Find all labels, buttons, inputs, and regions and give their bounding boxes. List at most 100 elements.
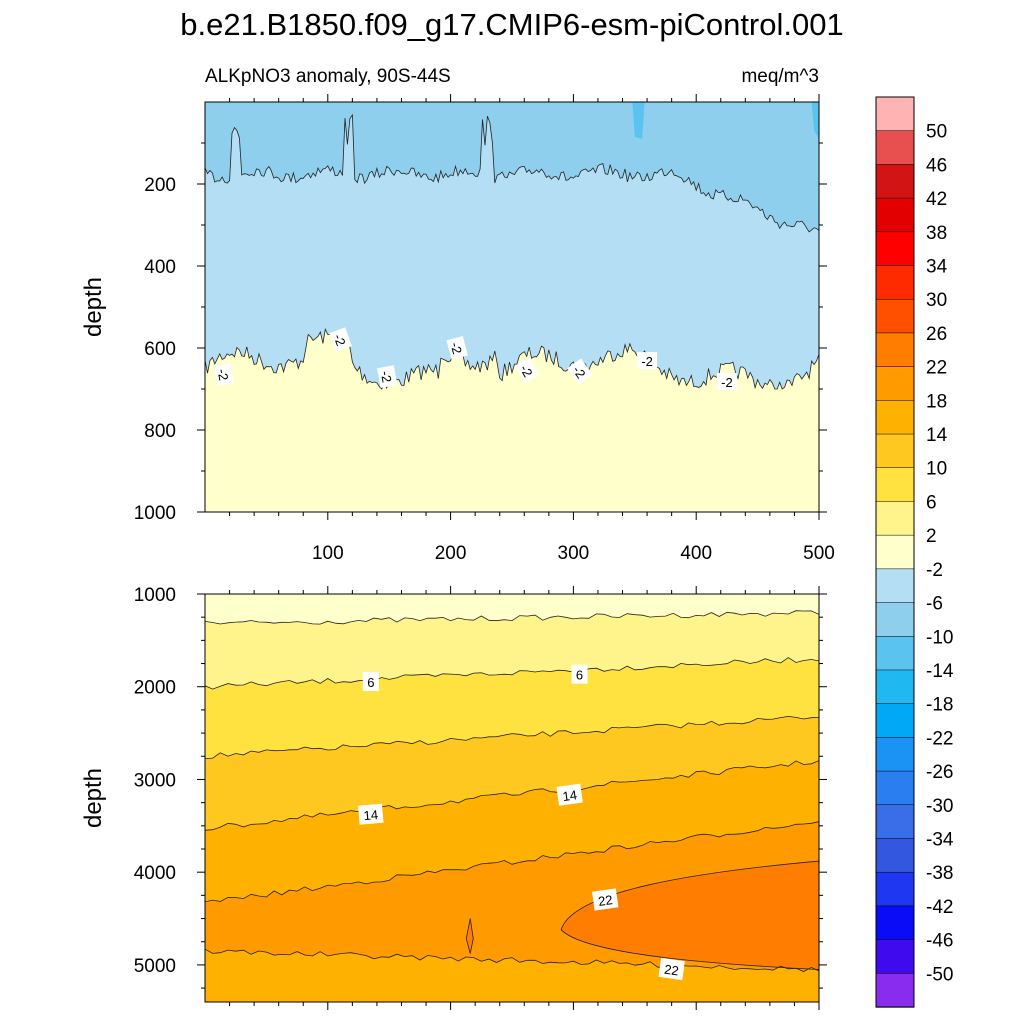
upper-xtick-label: 100 (312, 543, 344, 564)
colorbar-label: 50 (926, 122, 947, 143)
colorbar-swatch (875, 973, 915, 1008)
upper-contour-label: -2 (716, 373, 737, 390)
svg-text:-2: -2 (721, 375, 733, 390)
upper-contour-label: -2 (446, 336, 468, 360)
colorbar-label: -6 (926, 594, 943, 615)
colorbar-swatch (875, 804, 915, 840)
svg-text:-2: -2 (215, 368, 232, 382)
svg-text:6: 6 (367, 675, 374, 690)
upper-contour-label: -2 (514, 357, 540, 384)
chart-title: b.e21.B1850.f09_g17.CMIP6-esm-piControl.… (180, 7, 843, 42)
colorbar-swatch (875, 130, 915, 166)
colorbar-swatch (875, 231, 915, 267)
colorbar-label: 14 (926, 425, 948, 446)
lower-contour-label: 6 (362, 672, 379, 692)
upper-ytick-label: 800 (144, 421, 176, 442)
region-lower-10to14 (205, 716, 819, 831)
region-upper-blue (205, 102, 819, 232)
colorbar-swatch (875, 669, 915, 705)
upper-xtick-label: 200 (435, 543, 467, 564)
svg-text:14: 14 (562, 787, 578, 804)
upper-ticks: 200 400 600 800 1000 100 200 300 400 500 (134, 94, 835, 564)
colorbar-label: 26 (926, 324, 947, 345)
upper-contour-label: -2 (213, 363, 234, 386)
colorbar-swatch (875, 905, 915, 941)
colorbar-label: -18 (926, 695, 953, 716)
lower-contour-label: 14 (357, 803, 384, 825)
upper-contour-label: -2 (637, 352, 658, 370)
colorbar-swatch (875, 703, 915, 739)
colorbar-swatch (875, 737, 915, 772)
colorbar-label: 34 (926, 257, 948, 278)
lower-contour-label: 14 (556, 783, 583, 806)
upper-contour-labels: -2 -2 -2 -2 -2 -2 -2 -2 (213, 327, 737, 390)
lower-contour-label: 22 (658, 957, 685, 981)
colorbar-swatch (875, 939, 915, 974)
svg-text:6: 6 (576, 668, 583, 683)
svg-text:-2: -2 (331, 332, 349, 348)
svg-text:-2: -2 (641, 354, 653, 369)
upper-xtick-label: 400 (680, 543, 712, 564)
upper-xtick-label: 500 (803, 543, 835, 564)
lower-contour-label: 22 (592, 888, 619, 911)
upper-ytick-label: 1000 (134, 503, 176, 524)
upper-xtick-label: 300 (558, 543, 590, 564)
colorbar-label: -2 (926, 560, 943, 581)
region-lower-22to26 (561, 861, 819, 970)
colorbar-swatch (875, 197, 915, 233)
contour-line-lower (205, 610, 819, 625)
colorbar-label: -10 (926, 627, 953, 648)
colorbar-label: -38 (926, 863, 953, 884)
upper-contour-label: -2 (377, 365, 398, 388)
colorbar-swatch (875, 298, 915, 334)
region-lower-0 (205, 594, 819, 625)
upper-ytick-label: 400 (144, 257, 176, 278)
region-lower-bottom (205, 949, 819, 1002)
contour-patch-lower (465, 918, 474, 954)
chart-subtitle-right: meq/m^3 (741, 66, 819, 87)
colorbar-label: -14 (926, 661, 954, 682)
lower-frame (204, 593, 820, 1003)
colorbar-label: 10 (926, 459, 947, 480)
lower-contour-label: 6 (571, 664, 588, 684)
colorbar-swatch (875, 467, 915, 503)
colorbar-label: -34 (926, 830, 954, 851)
colorbar-label: 42 (926, 189, 947, 210)
colorbar-label: -50 (926, 964, 953, 985)
upper-ytick-label: 600 (144, 339, 176, 360)
upper-ylabel: depth (80, 277, 107, 337)
colorbar-swatch (875, 332, 915, 368)
colorbar-swatch (875, 871, 915, 907)
colorbar-label: -26 (926, 762, 953, 783)
upper-contour-label: -2 (567, 358, 593, 385)
contour-line-lower (205, 821, 819, 903)
colorbar-swatch (875, 265, 915, 300)
lower-ytick-label: 1000 (134, 585, 176, 606)
colorbar: 50 46 42 38 34 30 26 22 18 14 10 6 2 -2 -6 -10 -14 -18 -22… (875, 96, 954, 1008)
colorbar-label: 6 (926, 492, 937, 513)
contour-line-upper-b (205, 113, 819, 233)
lower-ytick-label: 5000 (134, 956, 176, 977)
colorbar-label: -30 (926, 796, 953, 817)
contour-line-upper-a (205, 327, 819, 390)
colorbar-label: -22 (926, 728, 953, 749)
svg-text:-2: -2 (447, 341, 464, 356)
contour-line-lower (205, 715, 819, 759)
colorbar-swatch (875, 534, 915, 570)
colorbar-label: 18 (926, 391, 947, 412)
upper-contour-label: -2 (329, 327, 352, 352)
colorbar-label: -42 (926, 897, 953, 918)
colorbar-swatch (875, 433, 915, 469)
colorbar-swatch (875, 400, 915, 435)
colorbar-swatch (875, 602, 915, 637)
colorbar-label: 30 (926, 290, 947, 311)
colorbar-swatch (875, 568, 915, 604)
contour-line-lower (205, 657, 819, 690)
lower-ytick-label: 4000 (134, 863, 176, 884)
colorbar-frame (875, 96, 915, 1008)
colorbar-label: 22 (926, 358, 947, 379)
colorbar-label: -46 (926, 931, 953, 952)
lower-ticks: 1000 2000 3000 4000 5000 (134, 585, 827, 1010)
lower-ytick-label: 2000 (134, 678, 176, 699)
